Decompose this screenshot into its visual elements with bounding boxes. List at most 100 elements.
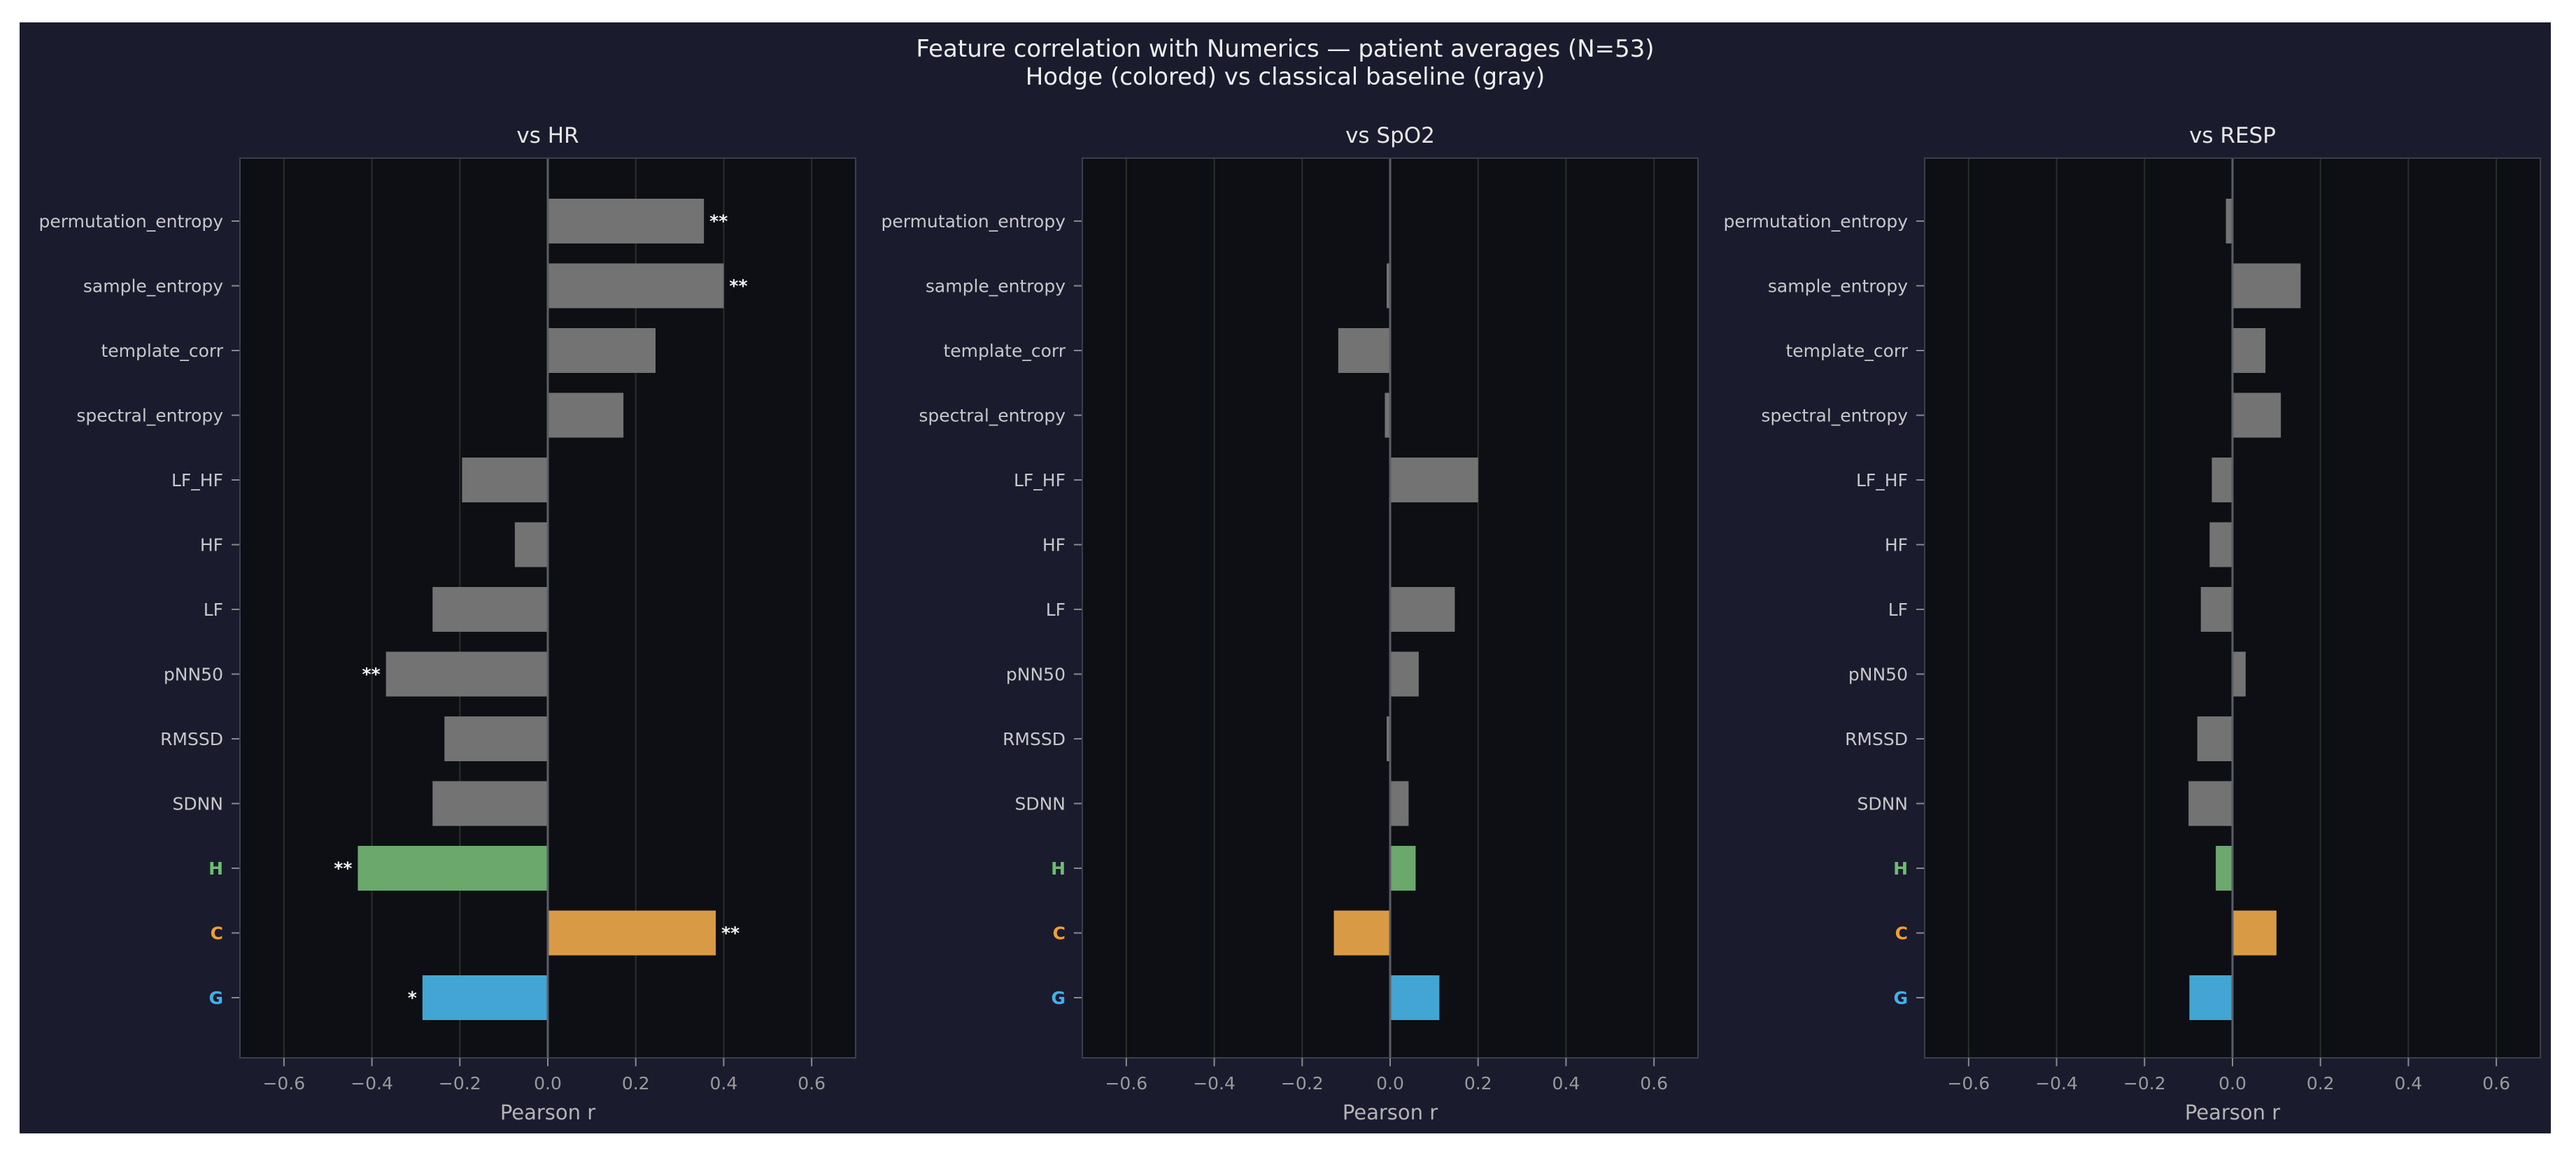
panel-2-category-label: H <box>1051 858 1066 879</box>
panel-2-bar-G <box>1390 975 1440 1020</box>
panel-3-bar-H <box>2216 846 2232 891</box>
panel-1-category-label: spectral_entropy <box>76 406 223 426</box>
panel-1-category-label: C <box>211 924 223 944</box>
charts-canvas: ** permutation_entropy ** sample_entropytem… <box>38 123 2541 1124</box>
panel-3-category-label: C <box>1895 924 1908 944</box>
panel-1-category-label: pNN50 <box>164 665 223 685</box>
panel-3-category-label: HF <box>1885 535 1908 556</box>
panel-1-category-label: H <box>208 858 223 879</box>
panel-3-title: vs RESP <box>2189 123 2276 148</box>
panel-2-bar-LF_HF <box>1390 458 1478 502</box>
panel-1-bar-RMSSD <box>444 716 548 761</box>
panel-3-xlabel: Pearson r <box>2185 1101 2280 1124</box>
panel-3-bar-HF <box>2209 522 2232 567</box>
panel-3-category-label: LF <box>1888 600 1908 620</box>
panel-3-bar-template_corr <box>2232 328 2266 373</box>
panel-3-xtick-label: −0.4 <box>2035 1073 2078 1094</box>
panel-3-bar-pNN50 <box>2232 651 2246 697</box>
panel-1-category-label: HF <box>200 535 223 556</box>
panel-2-bar-RMSSD <box>1386 716 1390 761</box>
panel-3-bar-LF_HF <box>2211 458 2232 502</box>
panel-2-bar-sample_entropy <box>1386 263 1390 309</box>
panel-1-bar-pNN50 <box>385 651 548 697</box>
panel-2-bar-pNN50 <box>1390 651 1419 697</box>
panel-3-xtick-label: 0.4 <box>2395 1073 2423 1094</box>
panel-3-bar-permutation_entropy <box>2225 199 2232 243</box>
panel-1-category-label: sample_entropy <box>83 276 223 297</box>
panel-1-category-label: template_corr <box>101 341 223 361</box>
panel-3-category-label: template_corr <box>1785 341 1908 361</box>
figure-title-line-1: Feature correlation with Numerics — pati… <box>916 35 1655 63</box>
panel-3-bar-RMSSD <box>2197 716 2232 761</box>
panel-1-category-label: G <box>208 988 223 1008</box>
panel-2-category-label: template_corr <box>943 341 1066 361</box>
panel-2-xlabel: Pearson r <box>1343 1101 1438 1124</box>
panel-2-xtick-label: 0.0 <box>1376 1073 1404 1094</box>
panel-3-bar-LF <box>2200 587 2232 632</box>
panel-1-bar-LF <box>432 587 548 632</box>
panel-2-category-label: sample_entropy <box>926 276 1066 297</box>
panel-1-bar-G <box>422 975 548 1020</box>
panel-2-bar-template_corr <box>1338 328 1390 373</box>
panel-3-xtick-label: −0.6 <box>1947 1073 1990 1094</box>
panel-3-category-label: permutation_entropy <box>1723 211 1908 232</box>
panel-1-bar-H <box>358 846 548 891</box>
panel-2-bar-LF <box>1390 587 1455 632</box>
panel-3-bar-sample_entropy <box>2232 263 2301 309</box>
panel-2-title: vs SpO2 <box>1345 123 1435 148</box>
figure-title-line-2: Hodge (colored) vs classical baseline (g… <box>1025 63 1545 91</box>
panel-3-category-label: spectral_entropy <box>1761 406 1908 426</box>
panel-2-category-label: HF <box>1042 535 1066 556</box>
panel-1-xtick-label: −0.2 <box>439 1073 481 1094</box>
panel-2-category-label: LF_HF <box>1014 470 1066 490</box>
panel-3-category-label: LF_HF <box>1856 470 1908 490</box>
panel-1-significance-H: ** <box>334 858 352 879</box>
panel-1-category-label: SDNN <box>172 794 223 814</box>
panel-3-bar-C <box>2232 910 2277 956</box>
panel-1-xtick-label: 0.0 <box>534 1073 562 1094</box>
panel-3-category-label: pNN50 <box>1848 665 1908 685</box>
panel-1-xtick-label: 0.2 <box>622 1073 650 1094</box>
panel-2-xtick-label: 0.6 <box>1640 1073 1668 1094</box>
panel-2-xtick-label: −0.6 <box>1105 1073 1147 1094</box>
panel-3-xtick-label: 0.0 <box>2218 1073 2246 1094</box>
panel-3-xtick-label: 0.6 <box>2482 1073 2510 1094</box>
panel-2-category-label: permutation_entropy <box>881 211 1066 232</box>
panel-3-bar-spectral_entropy <box>2232 392 2281 438</box>
panel-3-bar-G <box>2189 975 2232 1020</box>
panel-2-xtick-label: −0.2 <box>1281 1073 1324 1094</box>
panel-3-bar-SDNN <box>2188 781 2232 826</box>
panel-1-bar-HF <box>514 522 548 567</box>
panel-1-bar-sample_entropy <box>548 263 724 309</box>
panel-1-bar-permutation_entropy <box>548 199 705 243</box>
panel-2-category-label: spectral_entropy <box>919 406 1066 426</box>
panel-1-significance-sample_entropy: ** <box>729 276 747 297</box>
panel-1-xtick-label: −0.6 <box>262 1073 305 1094</box>
panel-2-xtick-label: 0.4 <box>1552 1073 1580 1094</box>
panel-2-bar-SDNN <box>1390 781 1409 826</box>
panel-1-bar-SDNN <box>432 781 548 826</box>
panel-2-bar-spectral_entropy <box>1385 392 1390 438</box>
panel-1-xlabel: Pearson r <box>500 1101 595 1124</box>
panel-1-significance-C: ** <box>721 924 739 944</box>
panel-2-bar-H <box>1390 846 1416 891</box>
figure-title: Feature correlation with Numerics — pati… <box>20 35 2551 91</box>
panel-1-category-label: LF_HF <box>171 470 223 490</box>
panel-1-category-label: permutation_entropy <box>38 211 223 232</box>
panel-1-xtick-label: 0.4 <box>710 1073 738 1094</box>
panel-2-xtick-label: 0.2 <box>1464 1073 1492 1094</box>
panel-2-category-label: C <box>1053 924 1066 944</box>
panel-1-title: vs HR <box>516 123 579 148</box>
panel-1-bar-template_corr <box>548 328 656 373</box>
panel-3-category-label: H <box>1893 858 1908 879</box>
panel-3-category-label: G <box>1893 988 1908 1008</box>
panel-3-xtick-label: −0.2 <box>2123 1073 2166 1094</box>
panel-3-xtick-label: 0.2 <box>2307 1073 2335 1094</box>
panel-1-category-label: LF <box>204 600 223 620</box>
panel-1-significance-G: * <box>408 988 417 1008</box>
panel-1-significance-permutation_entropy: ** <box>709 211 728 232</box>
panel-2-xtick-label: −0.4 <box>1193 1073 1236 1094</box>
panel-2-category-label: RMSSD <box>1003 729 1066 749</box>
panel-1-xtick-label: −0.4 <box>351 1073 393 1094</box>
panel-1-xtick-label: 0.6 <box>798 1073 826 1094</box>
